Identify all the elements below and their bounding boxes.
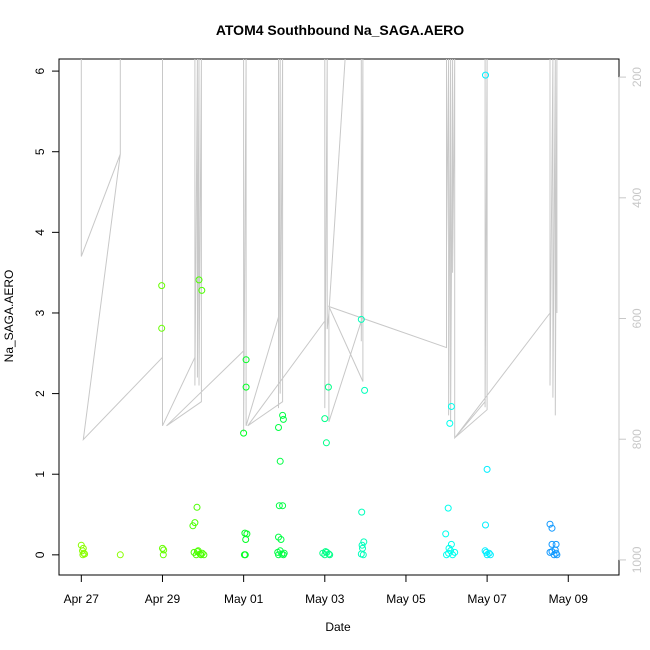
- right-tick-label: 1000: [630, 546, 644, 573]
- data-point: [482, 521, 489, 529]
- scatter-points: [77, 71, 561, 559]
- data-point: [242, 356, 250, 364]
- right-tick-label: 600: [630, 308, 644, 328]
- data-point: [195, 276, 203, 284]
- data-point: [324, 383, 332, 391]
- data-point: [198, 286, 206, 294]
- data-point: [548, 524, 556, 532]
- x-tick-label: May 07: [467, 592, 507, 606]
- data-point: [444, 504, 452, 512]
- data-point: [81, 550, 89, 558]
- y-tick-label: 1: [33, 471, 47, 478]
- data-point: [485, 549, 493, 557]
- data-point: [275, 424, 282, 431]
- chart-title: ATOM4 Southbound Na_SAGA.AERO: [216, 22, 464, 38]
- data-point: [552, 540, 560, 548]
- data-point: [158, 282, 166, 290]
- track-lines: [80, 58, 558, 442]
- right-tick-label: 800: [630, 429, 644, 449]
- x-tick-label: Apr 29: [145, 592, 181, 606]
- data-point: [277, 536, 285, 543]
- data-point: [358, 541, 366, 549]
- data-point: [280, 549, 288, 557]
- data-point: [198, 549, 206, 557]
- right-tick-label: 200: [630, 67, 644, 87]
- data-point: [160, 546, 168, 554]
- data-point: [276, 457, 284, 465]
- x-tick-label: May 05: [386, 592, 426, 606]
- data-point: [482, 548, 490, 556]
- x-tick-label: May 09: [549, 592, 589, 606]
- data-point: [447, 403, 455, 410]
- data-point: [158, 324, 166, 332]
- data-point: [548, 540, 556, 548]
- data-point: [243, 530, 251, 538]
- data-point: [442, 530, 450, 538]
- data-point: [193, 503, 201, 511]
- data-point: [446, 419, 454, 427]
- data-point: [116, 551, 124, 559]
- track-line: [80, 58, 558, 442]
- data-point: [358, 508, 366, 516]
- data-point: [200, 551, 208, 559]
- y-tick-label: 2: [33, 390, 47, 397]
- data-point: [279, 502, 287, 510]
- right-tick-label: 400: [630, 187, 644, 207]
- data-point: [322, 439, 330, 447]
- data-point: [274, 548, 282, 556]
- y-axis-label: Na_SAGA.AERO: [2, 270, 16, 363]
- data-point: [359, 551, 367, 559]
- plot-box: [58, 58, 620, 576]
- data-point: [159, 551, 167, 559]
- data-point: [361, 386, 369, 394]
- data-point: [275, 502, 283, 510]
- data-point: [360, 538, 368, 546]
- x-axis-label: Date: [325, 620, 351, 634]
- data-point: [322, 548, 330, 556]
- data-point: [279, 415, 287, 423]
- data-point: [551, 546, 559, 554]
- data-point: [553, 551, 561, 559]
- data-point: [451, 548, 459, 556]
- data-point: [240, 429, 248, 437]
- data-point: [242, 536, 250, 543]
- data-point: [357, 315, 365, 323]
- data-point: [445, 544, 453, 552]
- data-point: [546, 520, 554, 528]
- x-tick-label: Apr 27: [64, 592, 100, 606]
- data-point: [483, 465, 491, 473]
- data-point: [279, 411, 287, 419]
- x-tick-label: May 03: [305, 592, 345, 606]
- data-point: [191, 519, 199, 527]
- y-tick-label: 0: [33, 551, 47, 558]
- x-tick-label: May 01: [224, 592, 264, 606]
- y-tick-label: 6: [33, 67, 47, 74]
- data-point: [241, 551, 249, 559]
- data-point: [482, 71, 489, 79]
- axes: Apr 27 Apr 29 May 01 May 03 May 05 May 07 May …: [33, 67, 644, 606]
- data-point: [321, 415, 329, 423]
- y-tick-label: 3: [33, 309, 47, 316]
- data-point: [197, 551, 205, 559]
- y-tick-label: 5: [33, 148, 47, 155]
- data-point: [242, 383, 250, 391]
- y-tick-label: 4: [33, 229, 47, 236]
